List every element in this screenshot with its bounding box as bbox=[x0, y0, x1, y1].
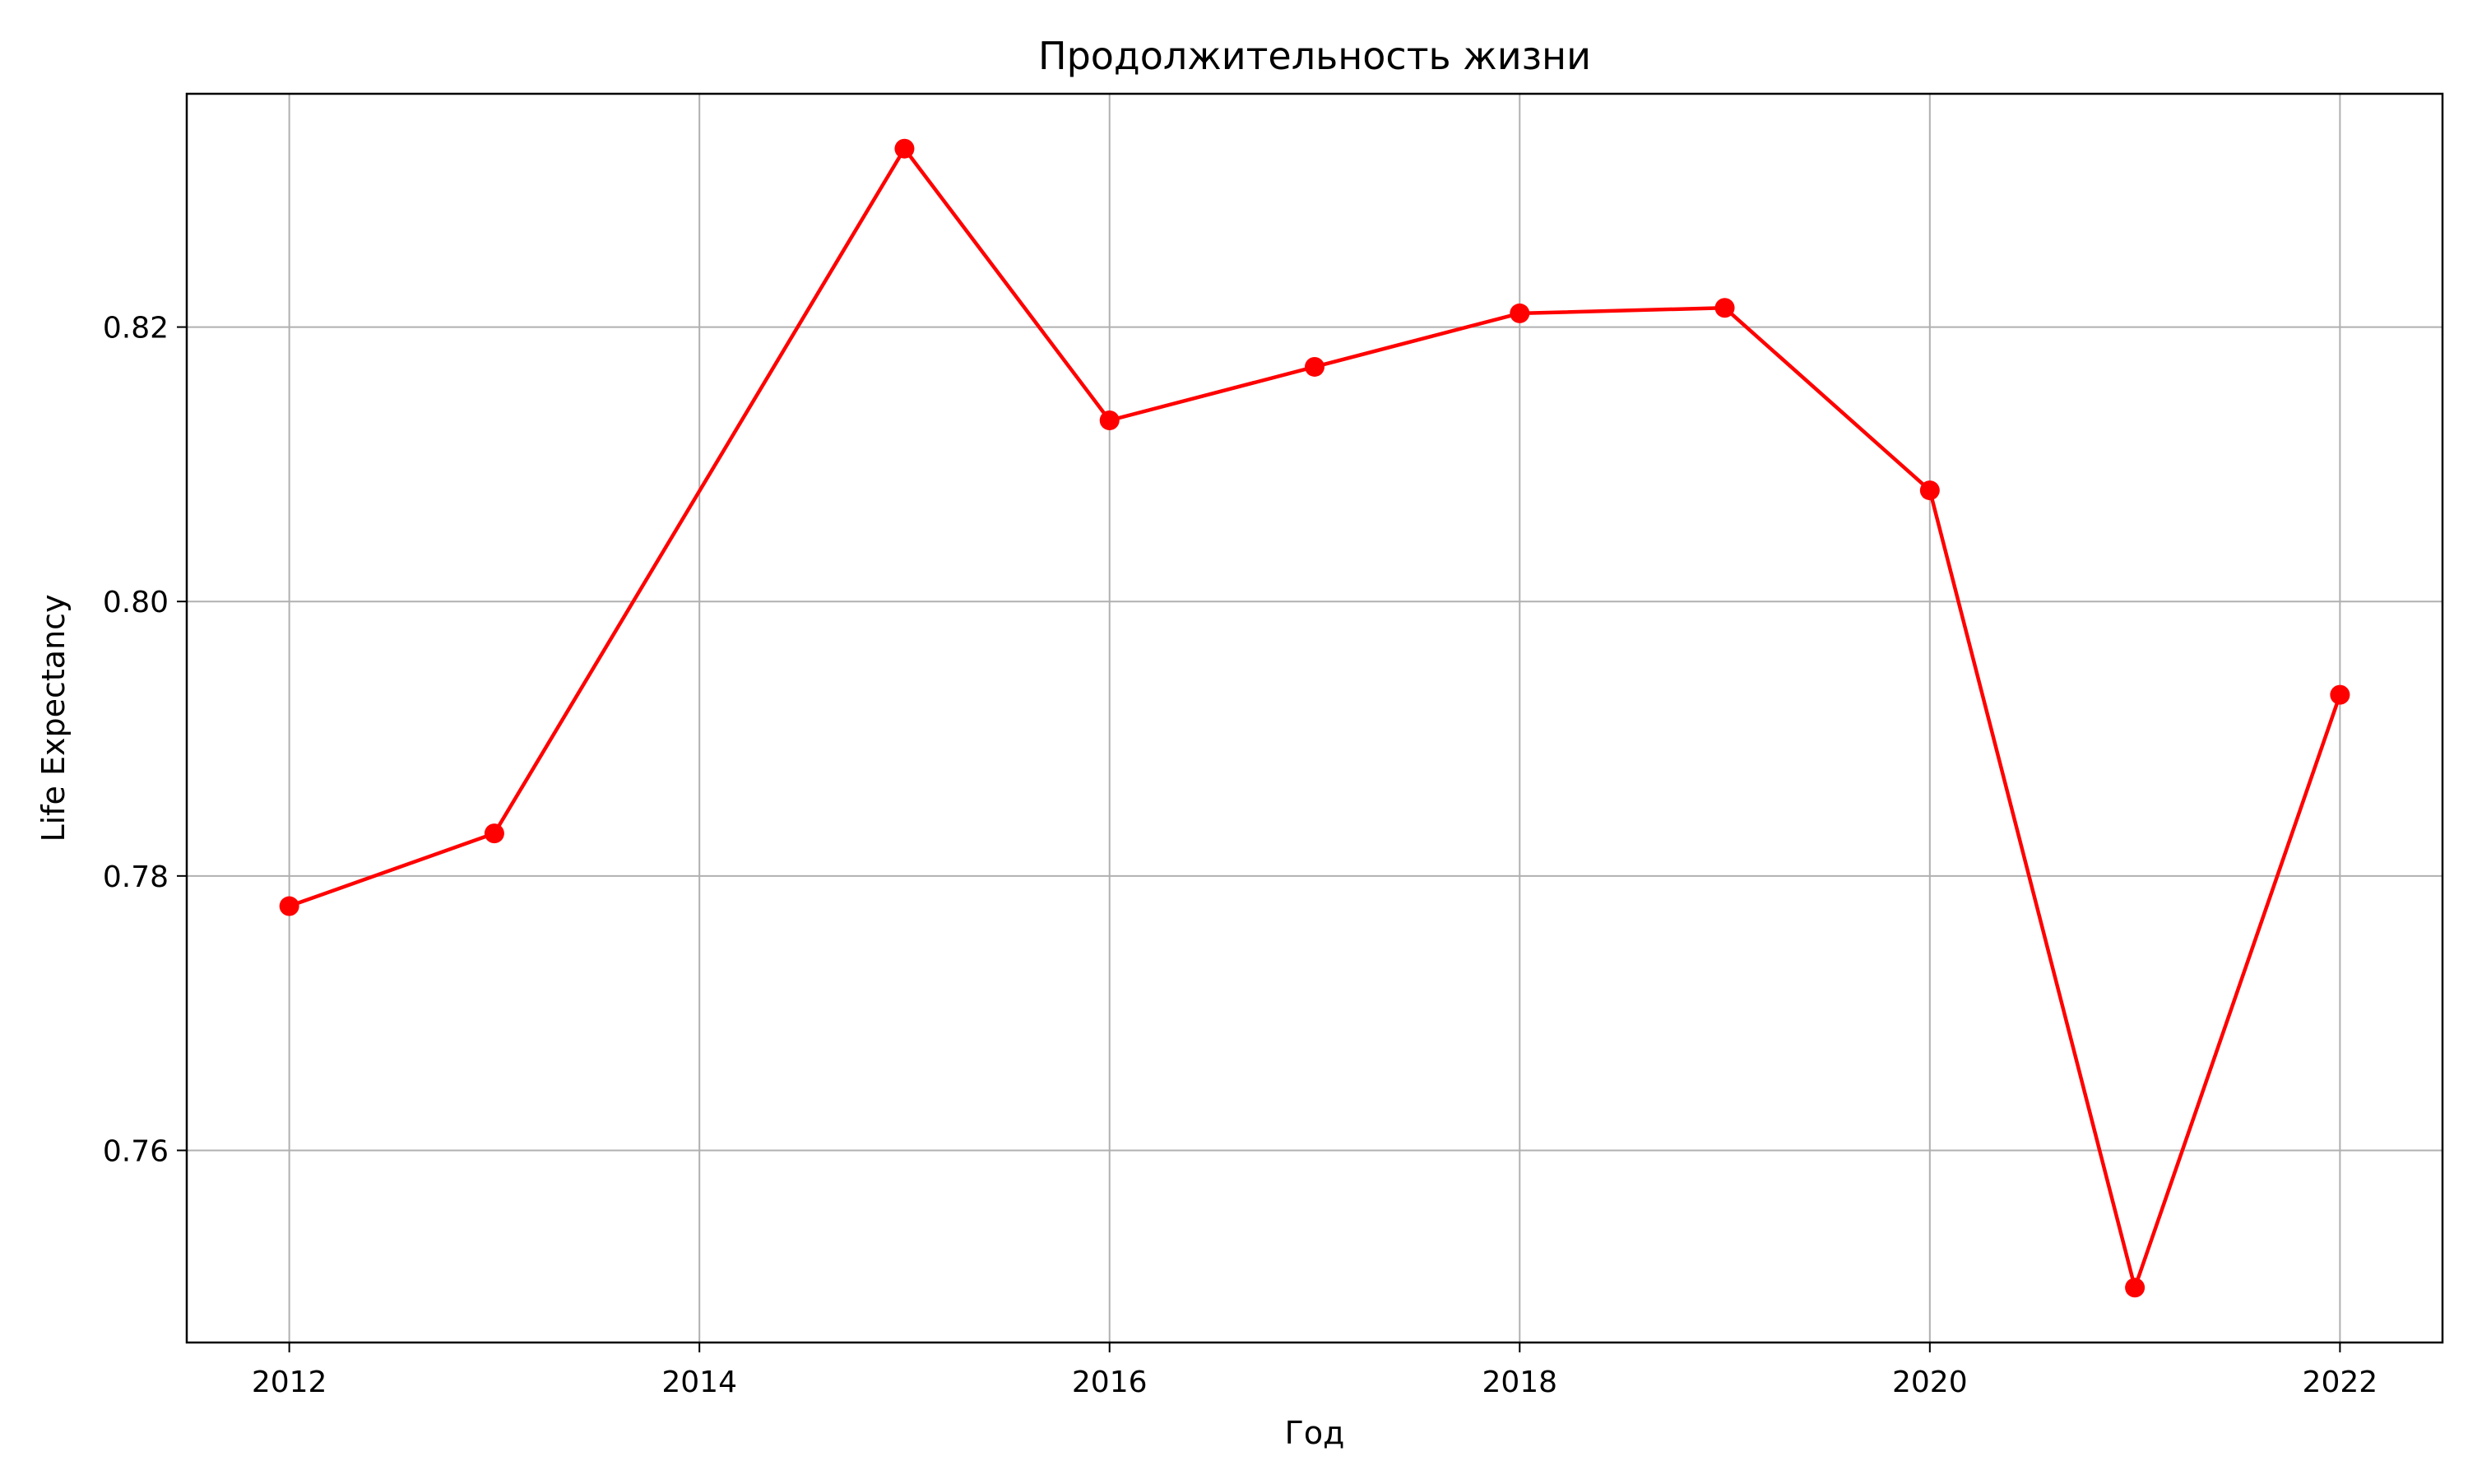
series-line bbox=[288, 146, 2342, 1290]
y-tick-label: 0.80 bbox=[103, 586, 169, 619]
chart-title: Продолжительность жизни bbox=[1038, 34, 1591, 78]
y-tick-label: 0.78 bbox=[103, 860, 169, 894]
ticks: 2012 2014 2016 2018 2020 2022 0.76 0.78 0.80 0.82 bbox=[103, 312, 2378, 1399]
x-tick-label: 2022 bbox=[2303, 1366, 2378, 1399]
data-point-2015 bbox=[894, 138, 915, 159]
x-tick-label: 2014 bbox=[661, 1366, 737, 1399]
data-point-2016 bbox=[1099, 410, 1120, 431]
data-point-2022 bbox=[2330, 684, 2350, 705]
data-point-2019 bbox=[1714, 298, 1735, 318]
x-tick-label: 2012 bbox=[252, 1366, 327, 1399]
data-point-2013 bbox=[484, 823, 504, 844]
x-tick-label: 2020 bbox=[1892, 1366, 1968, 1399]
data-point-2021 bbox=[2125, 1278, 2146, 1298]
y-tick-label: 0.76 bbox=[103, 1134, 169, 1168]
grid bbox=[187, 94, 2442, 1343]
data-point-2020 bbox=[1919, 480, 1940, 501]
data-point-2017 bbox=[1305, 356, 1324, 377]
x-tick-label: 2018 bbox=[1482, 1366, 1557, 1399]
series-layer bbox=[279, 138, 2350, 1298]
plot-frame bbox=[185, 92, 2444, 1344]
y-axis-label: Life Expectancy bbox=[35, 594, 72, 842]
x-axis-label: Год bbox=[1285, 1415, 1345, 1451]
data-point-2012 bbox=[279, 896, 299, 916]
data-point-2018 bbox=[1510, 303, 1530, 323]
x-tick-label: 2016 bbox=[1072, 1366, 1148, 1399]
y-tick-label: 0.82 bbox=[103, 312, 169, 345]
